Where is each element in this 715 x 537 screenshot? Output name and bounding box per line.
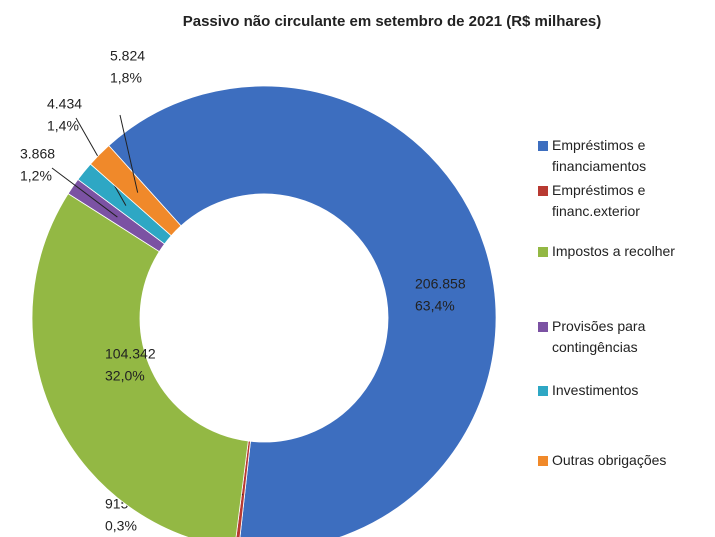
value-label: 4.434: [47, 96, 82, 112]
legend-swatch: [538, 186, 548, 196]
slice: [108, 85, 497, 537]
leader-line: [51, 167, 118, 218]
legend-swatch: [538, 247, 548, 257]
legend-swatch: [538, 322, 548, 332]
legend-swatch: [538, 386, 548, 396]
percent-label: 1,8%: [110, 70, 142, 86]
value-label: 5.824: [110, 48, 145, 64]
value-label: 104.342: [105, 346, 156, 362]
slice: [89, 145, 182, 237]
percent-label: 32,0%: [105, 368, 145, 384]
value-label: 206.858: [415, 276, 466, 292]
legend-item: Empréstimos e financiamentos: [538, 135, 708, 177]
percent-label: 0,3%: [105, 518, 137, 534]
percent-label: 1,4%: [47, 118, 79, 134]
legend-label: Impostos a recolher: [552, 243, 675, 259]
chart-title: Passivo não circulante em setembro de 20…: [183, 13, 602, 30]
legend-label: Provisões para contingências: [552, 318, 646, 355]
legend-label: Empréstimos e financiamentos: [552, 137, 647, 174]
legend-swatch: [538, 456, 548, 466]
value-label: 3.868: [20, 146, 55, 162]
legend-item: Impostos a recolher: [538, 241, 708, 262]
slice: [31, 193, 249, 537]
legend-item: Empréstimos e financ.exterior: [538, 180, 708, 222]
legend-item: Investimentos: [538, 380, 708, 401]
legend-label: Investimentos: [552, 382, 639, 398]
leader-line: [119, 114, 139, 193]
legend-item: Provisões para contingências: [538, 316, 708, 358]
legend-item: Outras obrigações: [538, 450, 708, 471]
percent-label: 1,2%: [20, 168, 52, 184]
legend-label: Outras obrigações: [552, 452, 667, 468]
legend-label: Empréstimos e financ.exterior: [552, 182, 646, 219]
legend-swatch: [538, 141, 548, 151]
percent-label: 63,4%: [415, 298, 455, 314]
